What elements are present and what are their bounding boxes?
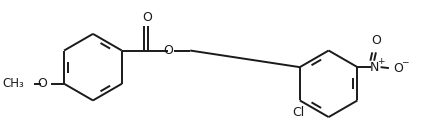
Text: O: O: [37, 77, 47, 90]
Text: O: O: [393, 62, 402, 75]
Text: CH₃: CH₃: [3, 77, 25, 90]
Text: −: −: [400, 58, 407, 67]
Text: N: N: [369, 61, 378, 74]
Text: O: O: [370, 34, 380, 47]
Text: Cl: Cl: [291, 106, 304, 119]
Text: O: O: [142, 11, 152, 24]
Text: +: +: [376, 57, 384, 66]
Text: O: O: [163, 44, 173, 57]
